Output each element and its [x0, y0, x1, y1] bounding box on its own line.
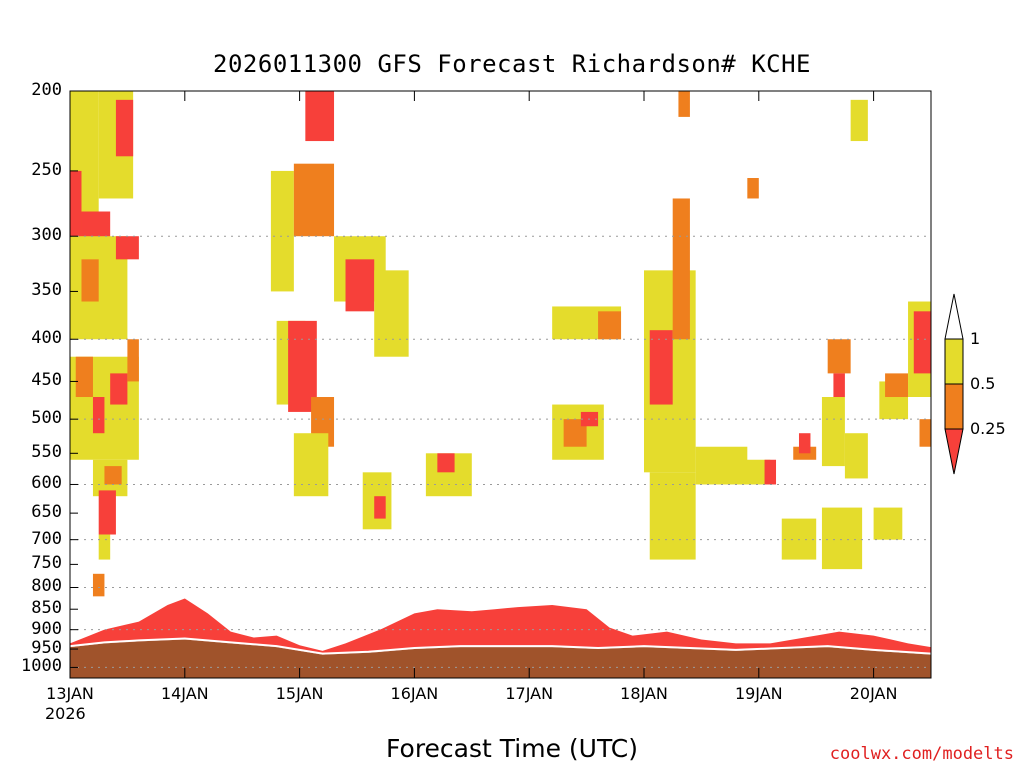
chart-title: 2026011300 GFS Forecast Richardson# KCHE	[213, 50, 811, 78]
y-tick-label: 450	[31, 370, 62, 391]
y-tick-label: 500	[31, 408, 62, 429]
ri-cell-red	[70, 170, 82, 271]
ri-cell-red	[115, 99, 134, 157]
legend-label: 0.25	[970, 419, 1006, 438]
ri-cell-yellow	[293, 433, 329, 497]
boundary-layer-area	[70, 598, 931, 655]
ri-cell-orange	[104, 466, 122, 485]
ri-cell-orange	[598, 311, 622, 340]
legend-bin-red	[944, 428, 964, 475]
y-tick-label: 850	[31, 598, 62, 619]
y-tick-label: 800	[31, 576, 62, 597]
x-tick-label: 17JAN	[505, 684, 554, 703]
y-tick-label: 650	[31, 502, 62, 523]
ri-cell-red	[649, 330, 673, 405]
ri-cell-yellow	[781, 518, 817, 560]
ri-cell-red	[833, 373, 845, 398]
y-tick-label: 1000	[21, 656, 62, 677]
x-tick-label: 20JAN	[849, 684, 898, 703]
boundary-layer	[70, 598, 931, 655]
ri-cell-yellow	[850, 99, 868, 142]
y-tick-label: 600	[31, 473, 62, 494]
y-tick-label: 700	[31, 528, 62, 549]
ri-cell-red	[110, 373, 128, 405]
ri-cell-red	[115, 236, 139, 260]
ri-cell-yellow	[821, 397, 845, 467]
ri-cell-orange	[127, 339, 139, 382]
ri-cell-yellow	[821, 507, 863, 570]
ri-cell-red	[374, 496, 386, 519]
ri-cell-red	[98, 490, 116, 535]
legend-colorbar	[944, 293, 964, 475]
ri-cell-orange	[919, 419, 931, 447]
y-tick-label: 350	[31, 280, 62, 301]
ri-cell-red	[764, 459, 777, 485]
y-tick-label: 950	[31, 638, 62, 659]
ri-cell-orange	[75, 356, 93, 398]
ri-cell-red	[288, 320, 317, 412]
tick-marks	[69, 90, 875, 678]
ri-cell-yellow	[98, 534, 111, 560]
ri-cell-orange	[293, 163, 335, 237]
x-tick-label: 14JAN	[160, 684, 209, 703]
legend-bin-white	[944, 293, 964, 340]
credit-link[interactable]: coolwx.com/modelts	[829, 744, 1014, 764]
x-tick-label: 18JAN	[620, 684, 668, 703]
ri-cell-yellow	[844, 433, 868, 479]
y-tick-label: 400	[31, 328, 62, 349]
legend-bin-orange	[944, 383, 964, 430]
y-tick-label: 550	[31, 442, 62, 463]
ri-cell-orange	[672, 198, 690, 340]
ri-cell-yellow	[873, 507, 903, 540]
x-tick-label: 15JAN	[275, 684, 324, 703]
y-tick-label: 900	[31, 618, 62, 639]
y-tick-label: 300	[31, 225, 62, 246]
ground	[70, 637, 931, 678]
x-year-label: 2026	[45, 704, 86, 723]
ri-cell-red	[798, 433, 811, 454]
x-axis-label: Forecast Time (UTC)	[386, 734, 638, 763]
x-tick-label: 13JAN	[46, 684, 94, 703]
ri-cell-yellow	[374, 270, 409, 357]
x-tick-label: 19JAN	[734, 684, 783, 703]
ri-cell-red	[92, 397, 105, 434]
ri-cell-yellow	[649, 472, 696, 560]
legend-label: 1	[970, 329, 981, 348]
ri-cell-orange	[827, 339, 851, 374]
ri-cell-red	[437, 453, 455, 473]
plot-area	[70, 91, 931, 678]
ri-cell-orange	[92, 573, 105, 597]
legend-bin-yellow	[944, 338, 964, 385]
ri-cell-yellow	[270, 170, 294, 292]
ground-area	[70, 639, 931, 678]
ri-cell-red	[913, 311, 931, 374]
y-tick-label: 750	[31, 553, 62, 574]
ri-cell-red	[345, 259, 375, 312]
ri-cell-red	[305, 91, 335, 142]
ground-edge	[70, 637, 931, 655]
ri-cell-orange	[678, 91, 690, 117]
ri-cell-orange	[747, 178, 759, 199]
y-tick-label: 250	[31, 159, 62, 180]
x-tick-label: 16JAN	[390, 684, 439, 703]
richardson-cells	[70, 91, 931, 597]
ri-cell-orange	[885, 373, 909, 398]
y-tick-label: 200	[31, 80, 62, 100]
plot-frame	[69, 90, 932, 679]
ri-cell-orange	[81, 259, 99, 302]
legend-label: 0.5	[970, 374, 996, 393]
